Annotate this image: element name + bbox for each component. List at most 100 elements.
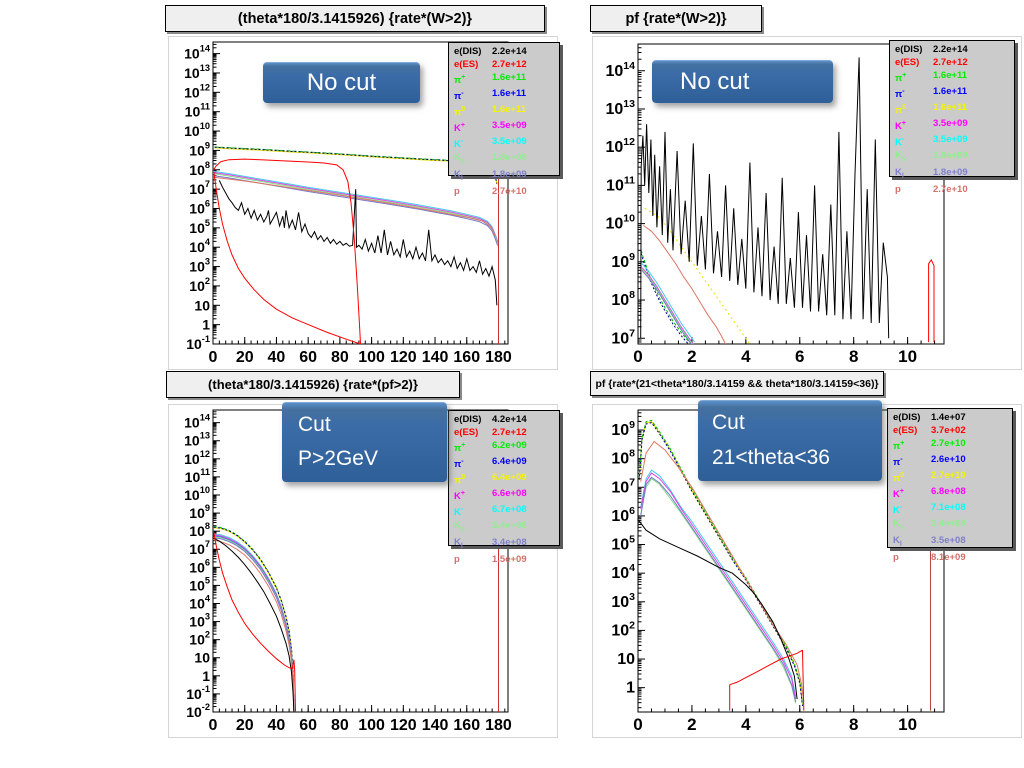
svg-text:102: 102 [189,276,210,294]
svg-text:1012: 1012 [605,136,635,156]
legend-item-ks: Ks 3.4e+08 [893,518,966,532]
svg-text:0: 0 [209,349,218,366]
svg-text:109: 109 [611,251,635,271]
chart-title-bottom-right: pf {rate*(21<theta*180/3.14159 && theta*… [590,371,884,396]
legend-bottom-right: e(DIS) 1.4e+07 e(ES) 3.7e+02 π+ 2.7e+10 π- 2.6e… [887,408,1013,563]
svg-text:107: 107 [611,327,635,347]
svg-text:107: 107 [611,476,635,496]
legend-item-k-: K- 7.1e+08 [893,502,966,517]
svg-text:80: 80 [331,349,349,366]
legend-item-p: p 2.7e+10 [895,183,968,195]
svg-text:1013: 1013 [184,63,210,81]
svg-text:8: 8 [849,347,858,366]
svg-text:100: 100 [358,349,385,366]
svg-text:10: 10 [898,715,917,734]
annotation-box-no-cut-left: No cut [263,62,420,103]
legend-item-0: π0 1.6e+11 [895,101,968,117]
svg-text:1013: 1013 [605,98,635,118]
svg-text:10-1: 10-1 [186,334,210,352]
legend-item-0: π0 6.4e+09 [454,471,527,487]
annotation-box-no-cut-right: No cut [652,60,833,103]
svg-text:109: 109 [611,419,635,439]
svg-text:6: 6 [795,715,804,734]
svg-text:1014: 1014 [184,44,211,62]
annotation-text: Cut [298,413,331,436]
svg-text:60: 60 [299,717,317,734]
svg-text:1: 1 [202,668,210,684]
legend-item-ks: Ks 3.4e+08 [454,520,527,534]
legend-item-k-: K- 6.7e+08 [454,504,527,519]
legend-item-+: π+ 2.7e+10 [893,437,966,452]
chart-title-bottom-left: (theta*180/3.1415926) {rate*(pf>2)} [166,371,460,398]
svg-text:105: 105 [189,218,210,236]
svg-text:6: 6 [795,347,804,366]
annotation-box-cut-theta: Cut 21<theta<36 [698,400,882,481]
svg-text:10: 10 [194,297,210,313]
svg-text:10: 10 [898,347,917,366]
svg-text:40: 40 [268,717,286,734]
svg-text:20: 20 [236,349,254,366]
legend-top-left: e(DIS) 2.2e+14 e(ES) 2.7e+12 π+ 1.6e+11 π- 1.6e… [448,42,560,197]
svg-text:1010: 1010 [184,485,210,503]
svg-text:103: 103 [189,612,210,630]
legend-item-ees: e(ES) 2.7e+12 [895,56,968,68]
svg-text:4: 4 [741,347,751,366]
svg-text:140: 140 [422,717,449,734]
legend-item-k+: K+ 6.8e+08 [893,486,966,501]
legend-item-edis: e(DIS) 4.2e+14 [454,414,527,425]
annotation-text: No cut [680,68,750,95]
svg-text:1014: 1014 [605,60,635,80]
legend-item-+: π+ 1.6e+11 [454,71,527,86]
svg-text:20: 20 [236,717,254,734]
svg-text:1014: 1014 [184,413,211,431]
svg-text:10-1: 10-1 [186,684,210,702]
svg-text:100: 100 [358,717,385,734]
legend-item-edis: e(DIS) 1.4e+07 [893,412,966,423]
svg-text:160: 160 [453,349,480,366]
svg-text:1: 1 [202,317,210,333]
legend-item-ks: Ks 1.8e+09 [454,152,527,166]
svg-text:105: 105 [611,534,635,554]
svg-text:109: 109 [189,503,210,521]
svg-text:2: 2 [687,347,696,366]
svg-text:108: 108 [611,289,635,309]
svg-text:102: 102 [611,619,635,639]
legend-item-0: π0 1.6e+11 [454,103,527,119]
legend-item-ees: e(ES) 3.7e+02 [893,424,966,436]
svg-text:103: 103 [189,257,210,275]
annotation-text: Cut [712,411,745,434]
legend-item-edis: e(DIS) 2.2e+14 [895,44,968,55]
svg-text:107: 107 [189,179,210,197]
svg-text:160: 160 [453,717,480,734]
svg-text:4: 4 [741,715,751,734]
legend-item-+: π+ 6.2e+09 [454,439,527,454]
svg-text:102: 102 [189,630,210,648]
chart-title-top-right: pf {rate*(W>2)} [590,5,762,32]
legend-item-kl: Kl 3.4e+08 [454,536,527,550]
svg-text:0: 0 [209,717,218,734]
svg-text:1012: 1012 [184,82,210,100]
svg-text:103: 103 [611,591,635,611]
legend-item-+: π+ 1.6e+11 [895,69,968,84]
svg-text:1011: 1011 [185,102,210,120]
svg-text:10: 10 [194,650,210,666]
svg-text:60: 60 [299,349,317,366]
annotation-box-cut-p: Cut P>2GeV [282,402,447,482]
legend-item-k+: K+ 3.5e+09 [895,118,968,133]
svg-text:104: 104 [189,593,211,611]
legend-item-kl: Kl 1.8e+09 [895,166,968,180]
svg-text:108: 108 [611,448,635,468]
legend-item-ees: e(ES) 2.7e+12 [454,58,527,70]
svg-text:108: 108 [189,160,210,178]
legend-bottom-left: e(DIS) 4.2e+14 e(ES) 2.7e+12 π+ 6.2e+09 π- 6.4e… [448,410,560,565]
svg-text:10-2: 10-2 [186,702,210,720]
svg-text:0: 0 [633,347,642,366]
svg-text:105: 105 [189,575,210,593]
legend-item-edis: e(DIS) 2.2e+14 [454,46,527,57]
svg-text:0: 0 [633,715,642,734]
legend-item--: π- 1.6e+11 [454,87,527,103]
svg-text:2: 2 [687,715,696,734]
legend-item-kl: Kl 1.8e+09 [454,168,527,182]
svg-text:40: 40 [268,349,286,366]
